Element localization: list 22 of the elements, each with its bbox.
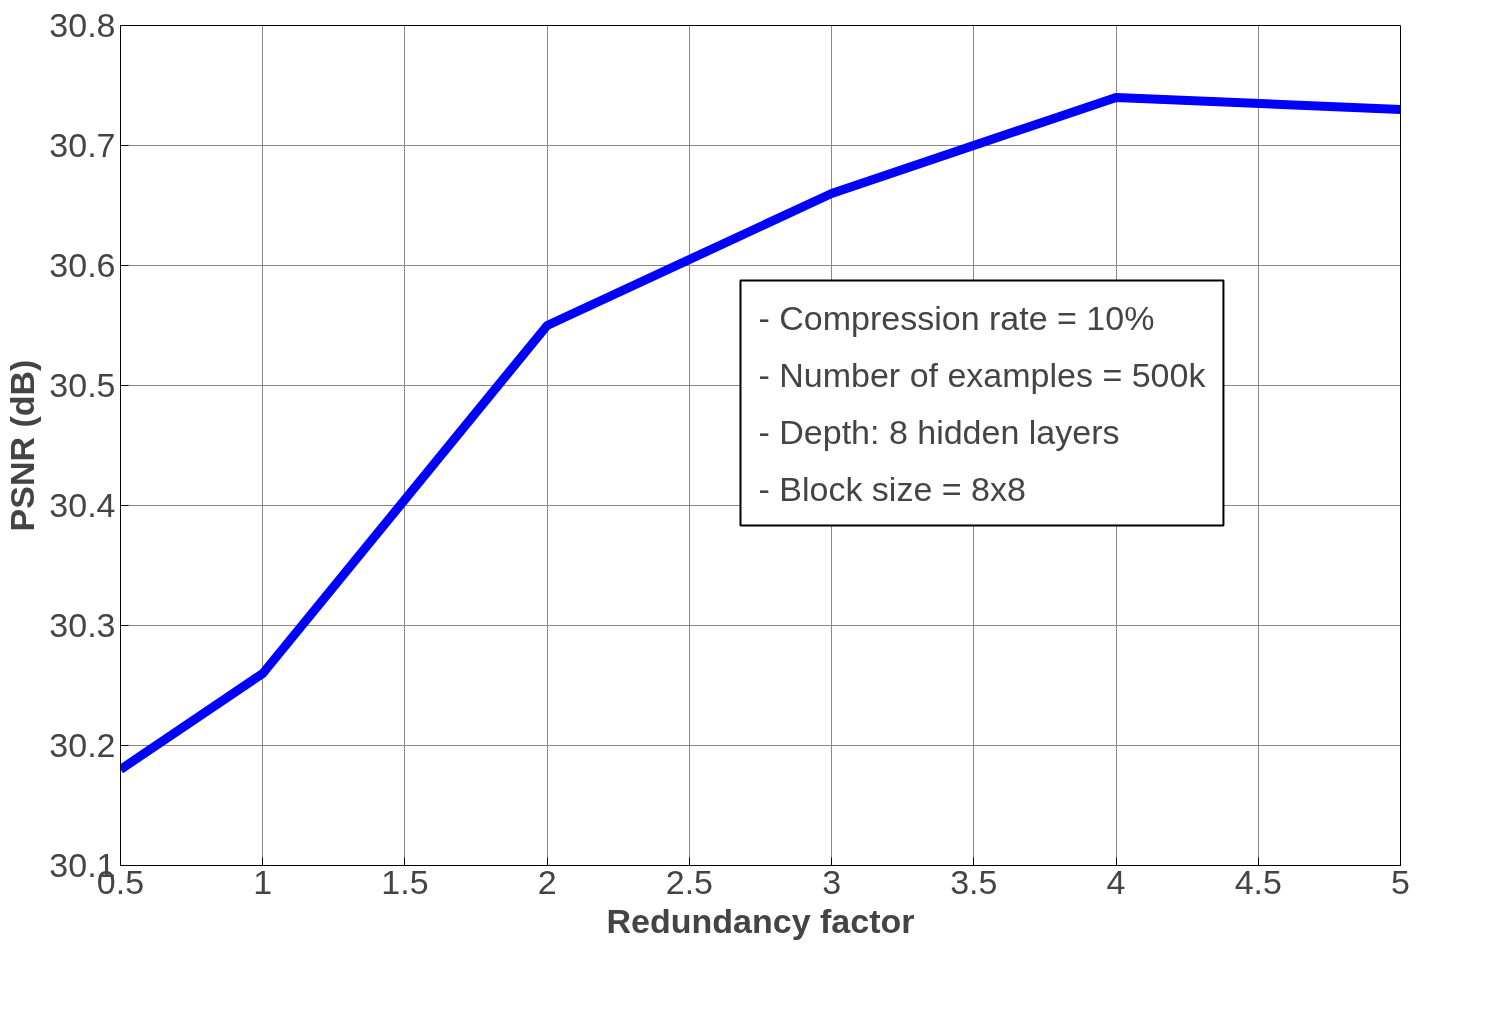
- y-tick-label: 30.5: [49, 366, 116, 404]
- annotation: - Block size = 8x8: [758, 469, 1026, 508]
- x-tick-label: 3.5: [950, 862, 998, 901]
- y-tick-label: 30.6: [49, 246, 116, 284]
- x-tick-label: 1: [253, 862, 273, 901]
- y-tick-label: 30.2: [49, 726, 116, 764]
- annotation: - Depth: 8 hidden layers: [758, 412, 1120, 451]
- x-axis-title: Redundancy factor: [606, 901, 915, 940]
- y-axis-title: PSNR (dB): [3, 359, 42, 532]
- x-tick-label: 2.5: [665, 862, 714, 901]
- y-tick-label: 30.7: [49, 126, 116, 164]
- y-tick-label: 30.8: [49, 6, 116, 44]
- y-tick-label: 30.4: [49, 486, 116, 524]
- y-tick-label: 30.3: [49, 606, 116, 644]
- x-tick-label: 3: [822, 862, 842, 901]
- x-tick-label: 4.5: [1234, 862, 1282, 901]
- annotation: - Number of examples = 500k: [758, 355, 1207, 394]
- x-tick-label: 5: [1391, 862, 1410, 901]
- x-tick-label: 4: [1106, 862, 1126, 901]
- x-tick-label: 2: [537, 862, 557, 901]
- annotation: - Compression rate = 10%: [758, 298, 1155, 337]
- x-tick-label: 1.5: [381, 862, 429, 901]
